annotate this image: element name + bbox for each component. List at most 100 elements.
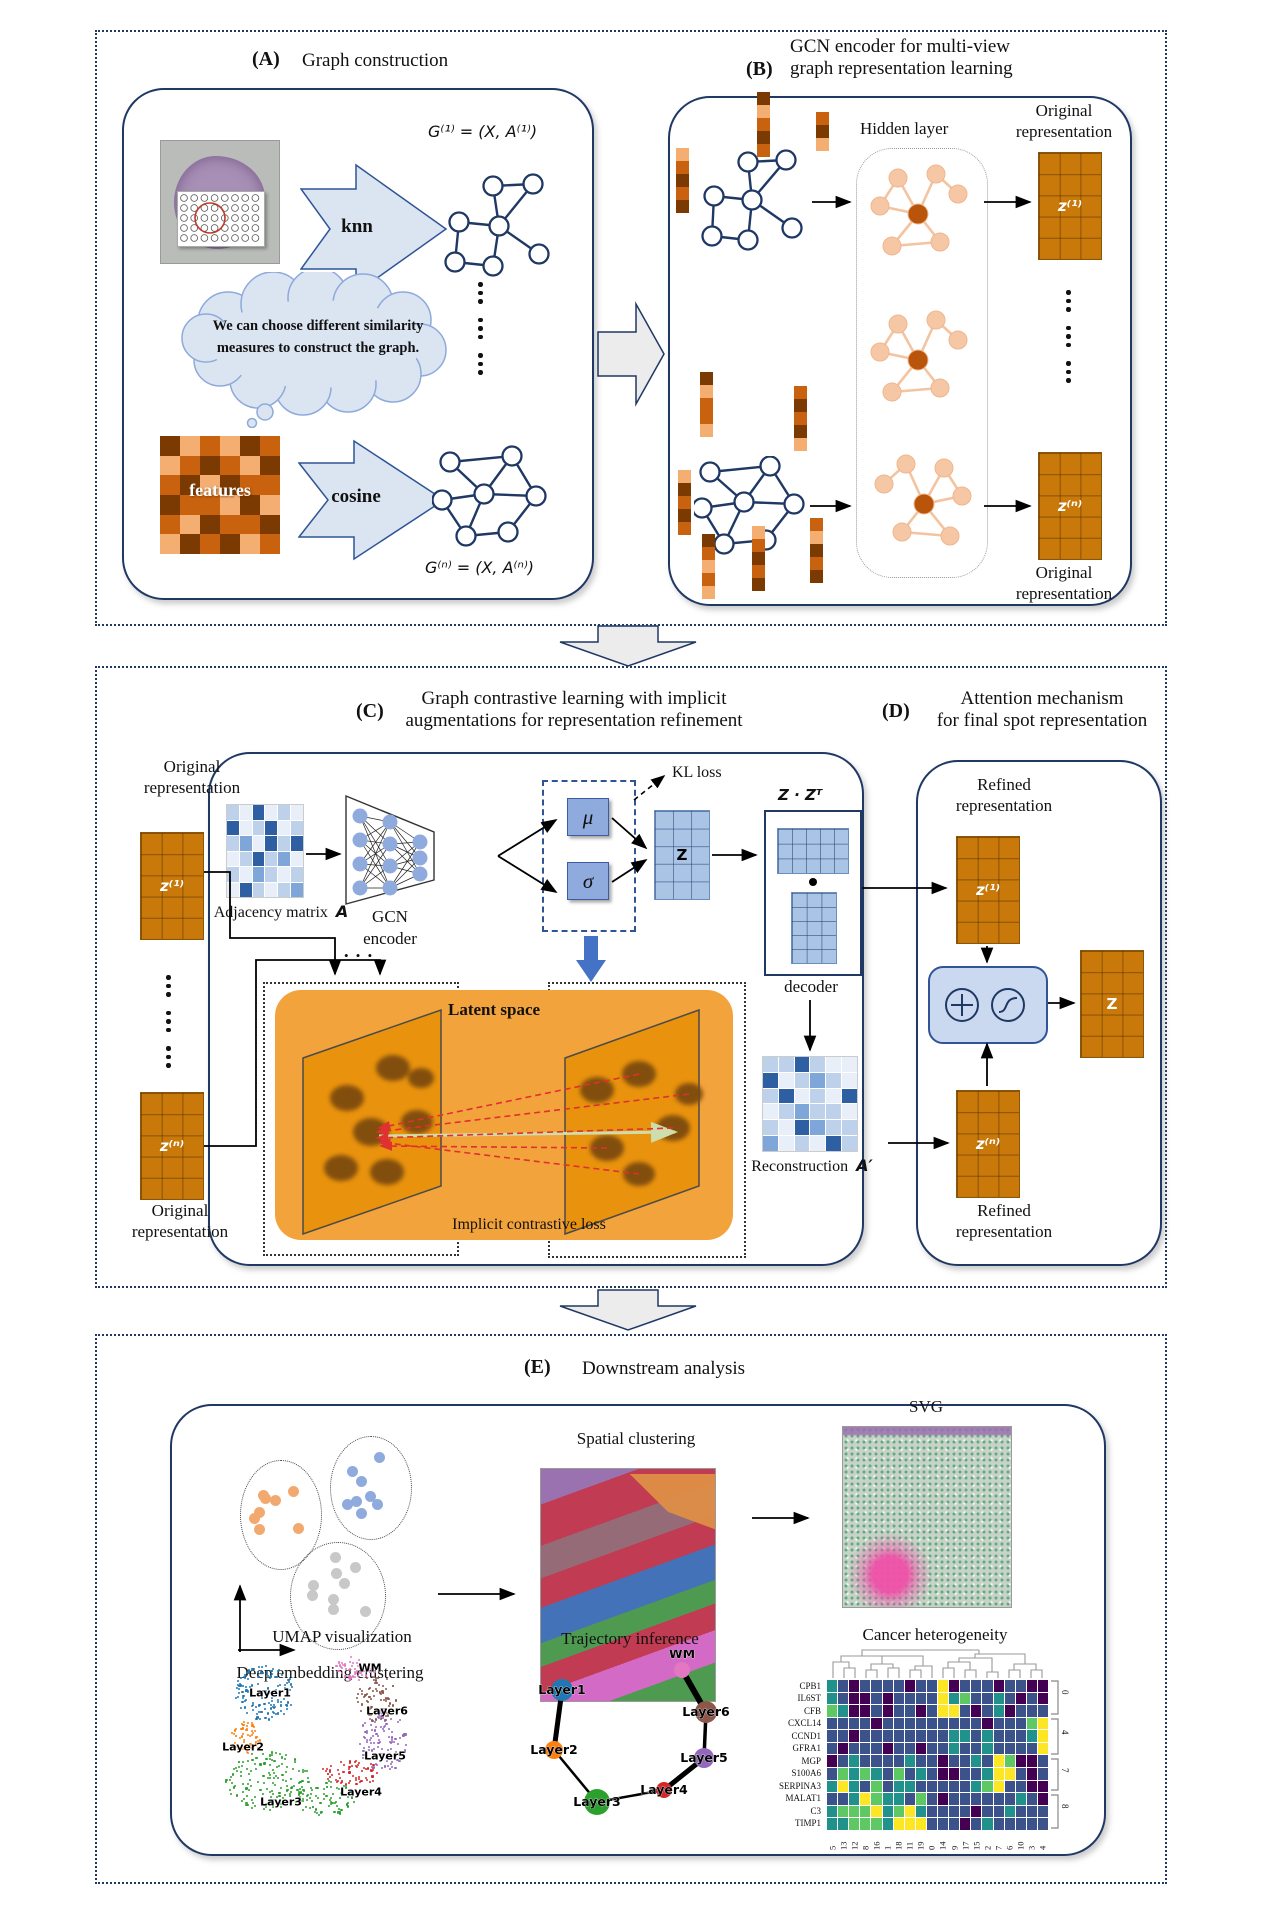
hidden-graph-3 bbox=[874, 454, 972, 546]
zn-matrix-b: z⁽ⁿ⁾ bbox=[1038, 452, 1102, 560]
cancer-heterogeneity-title: Cancer heterogeneity bbox=[862, 1625, 1008, 1644]
tissue-image bbox=[160, 140, 280, 264]
original-representation-bottom-label: Original representation bbox=[1015, 563, 1113, 604]
graph-view-n bbox=[694, 456, 805, 555]
umap-label-layer2: Layer2 bbox=[222, 1740, 264, 1754]
svg-text:WM: WM bbox=[669, 1650, 695, 1661]
spatial-clustering-image bbox=[540, 1468, 716, 1702]
cosine-arrow-icon bbox=[298, 439, 446, 561]
panel-d-label: (D) bbox=[882, 700, 910, 722]
panel-c-title-line2: augmentations for representation refinem… bbox=[405, 710, 743, 731]
refined-rep-top-label: Refined representation bbox=[955, 775, 1053, 816]
feature-bar bbox=[794, 386, 807, 451]
implicit-contrastive-loss-label: Implicit contrastive loss bbox=[452, 1216, 606, 1233]
svg-image bbox=[842, 1426, 1012, 1608]
latent-space-graphic bbox=[302, 1008, 703, 1236]
arrow-down-2-icon bbox=[559, 1289, 697, 1331]
svg-text:Layer6: Layer6 bbox=[682, 1704, 730, 1719]
mu-box: μ bbox=[567, 798, 609, 836]
heatmap bbox=[827, 1680, 1048, 1830]
graph-cosine bbox=[432, 445, 547, 547]
graph-view-1 bbox=[701, 149, 803, 251]
reconstruction-label: Reconstruction bbox=[751, 1158, 849, 1175]
umap-plot: Layer1 Layer2 Layer3 Layer4 Layer5 Layer6 WM bbox=[202, 1652, 430, 1830]
svg-text:Layer3: Layer3 bbox=[573, 1794, 621, 1809]
panel-d-title-line1: Attention mechanism bbox=[960, 688, 1124, 709]
panel-b-label: (B) bbox=[746, 58, 773, 80]
refined-rep-bottom-label: Refined representation bbox=[955, 1201, 1053, 1242]
panel-c-title-line1: Graph contrastive learning with implicit bbox=[421, 688, 727, 709]
hidden-graph-1 bbox=[870, 164, 968, 256]
cloud-text-line1: We can choose different similarity bbox=[212, 318, 424, 334]
z-matrix-d: Z bbox=[1080, 950, 1144, 1058]
svg-text:Layer1: Layer1 bbox=[538, 1682, 586, 1697]
knn-label: knn bbox=[341, 216, 373, 237]
gcn-label-2: encoder bbox=[363, 929, 417, 948]
trajectory-plot: Layer1 Layer2 Layer3 Layer4 Layer5 Layer6 WM bbox=[530, 1650, 730, 1815]
zn-matrix-c: z⁽ⁿ⁾ bbox=[140, 1092, 204, 1200]
formula-gn: G⁽ⁿ⁾ = (X, A⁽ⁿ⁾) bbox=[425, 558, 535, 577]
orig-rep-c-top-label: Original representation bbox=[143, 757, 241, 798]
latent-space-label: Latent space bbox=[448, 1000, 541, 1019]
dot-product-icon bbox=[809, 878, 817, 886]
spatial-wedge bbox=[629, 1473, 715, 1530]
umap-label-layer6: Layer6 bbox=[366, 1704, 408, 1718]
feature-bar bbox=[700, 372, 713, 437]
original-representation-top-label: Original representation bbox=[1015, 101, 1113, 142]
cluster-circle-blue bbox=[330, 1436, 412, 1540]
panel-e-label: (E) bbox=[524, 1356, 551, 1378]
ellipsis-dots-a bbox=[478, 282, 483, 375]
thought-cloud-icon bbox=[181, 272, 447, 428]
adjacency-label: Adjacency matrix bbox=[213, 904, 328, 921]
z-matrix-blue: Z bbox=[654, 810, 710, 900]
cluster-circle-orange bbox=[240, 1460, 322, 1570]
z1-matrix-b: z⁽¹⁾ bbox=[1038, 152, 1102, 260]
reconstruction-A: A′ bbox=[856, 1156, 873, 1175]
umap-label-layer3: Layer3 bbox=[260, 1795, 302, 1809]
arrow-down-1-icon bbox=[559, 625, 697, 667]
sigma-box: σ bbox=[567, 862, 609, 900]
spot-grid-box bbox=[177, 191, 265, 247]
decoder-label: decoder bbox=[784, 977, 838, 996]
heatmap-col-labels: 5 13 12 8 16 1 18 11 19 0 14 9 17 15 2 7 6 10 3 4 bbox=[827, 1841, 1048, 1851]
hidden-layer-box bbox=[856, 148, 988, 578]
gcn-label-1: GCN bbox=[372, 907, 408, 926]
feature-bar bbox=[810, 518, 823, 583]
cosine-label: cosine bbox=[331, 486, 381, 507]
deep-embedding-label: Deep embedding clustering bbox=[236, 1663, 424, 1682]
orig-rep-c-bottom-label: Original representation bbox=[131, 1201, 229, 1242]
heatmap-cluster-brackets bbox=[1051, 1680, 1059, 1829]
panel-b-title-line1: GCN encoder for multi-view bbox=[790, 36, 1011, 57]
feature-bar bbox=[678, 470, 691, 535]
adjacency-A: A bbox=[335, 902, 349, 921]
feature-bar bbox=[757, 92, 770, 157]
hidden-layer-label: Hidden layer bbox=[860, 119, 949, 138]
svg-text:Layer2: Layer2 bbox=[530, 1742, 578, 1757]
panel-d-title-line2: for final spot representation bbox=[936, 710, 1148, 731]
adjacency-matrix bbox=[226, 804, 304, 898]
feature-bar bbox=[752, 526, 765, 591]
ellipsis-dots-b bbox=[1066, 290, 1071, 383]
dendrogram-icon bbox=[832, 1649, 1043, 1678]
svg-text:Layer4: Layer4 bbox=[640, 1782, 688, 1797]
umap-title: UMAP visualization bbox=[272, 1627, 412, 1646]
formula-g1: G⁽¹⁾ = (X, A⁽¹⁾) bbox=[428, 122, 538, 141]
hdots: • • • bbox=[344, 948, 375, 963]
feature-bar bbox=[676, 148, 689, 213]
hidden-graph-2 bbox=[870, 310, 968, 402]
attention-ops-icon bbox=[945, 988, 1025, 1022]
z1-matrix-d: z⁽¹⁾ bbox=[956, 836, 1020, 944]
zzt-label: Z · Zᵀ bbox=[778, 786, 823, 804]
umap-label-layer5: Layer5 bbox=[364, 1749, 406, 1763]
panel-a-label: (A) bbox=[252, 48, 280, 70]
svg-label: SVG bbox=[908, 1397, 943, 1416]
gcn-encoder-icon bbox=[345, 794, 435, 905]
feature-bar bbox=[816, 112, 829, 151]
ellipsis-dots-c bbox=[166, 975, 171, 1068]
zn-matrix-d: z⁽ⁿ⁾ bbox=[956, 1090, 1020, 1198]
svg-text:Layer5: Layer5 bbox=[680, 1750, 728, 1765]
decoder-box bbox=[764, 810, 862, 976]
z1-matrix-c: z⁽¹⁾ bbox=[140, 832, 204, 940]
